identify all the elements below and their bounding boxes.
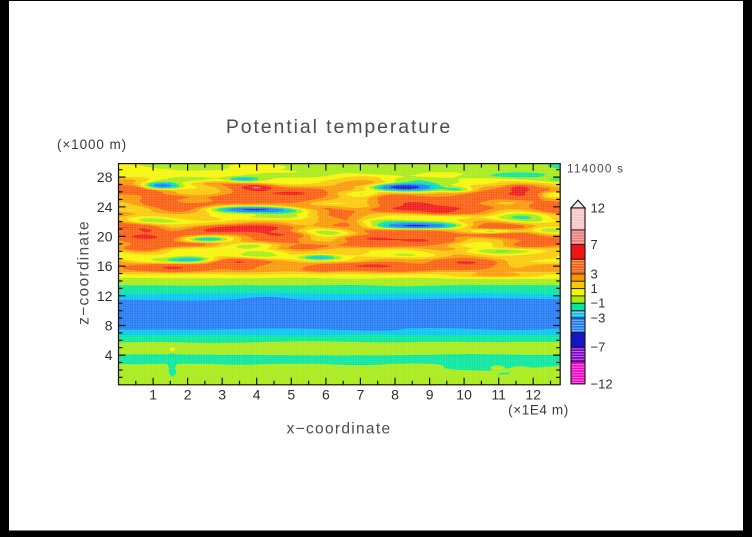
svg-text:3: 3 [218, 387, 226, 403]
svg-text:16: 16 [97, 258, 113, 274]
svg-text:x−coordinate: x−coordinate [287, 421, 392, 438]
svg-text:20: 20 [97, 228, 113, 244]
svg-text:z−coordinate: z−coordinate [76, 220, 93, 325]
svg-text:9: 9 [426, 387, 434, 403]
svg-text:8: 8 [105, 318, 113, 334]
svg-text:10: 10 [456, 387, 472, 403]
svg-text:−7: −7 [591, 340, 606, 355]
svg-text:1: 1 [149, 387, 157, 403]
svg-text:114000 s: 114000 s [567, 162, 624, 176]
svg-text:7: 7 [357, 387, 365, 403]
svg-text:11: 11 [491, 387, 506, 403]
svg-text:−1: −1 [591, 296, 606, 311]
svg-text:2: 2 [184, 387, 192, 403]
svg-text:24: 24 [97, 199, 113, 215]
svg-text:7: 7 [591, 237, 598, 252]
svg-text:12: 12 [97, 288, 113, 304]
svg-text:8: 8 [391, 387, 399, 403]
svg-text:(×1000 m): (×1000 m) [57, 137, 127, 152]
svg-text:(×1E4 m): (×1E4 m) [508, 403, 569, 418]
svg-text:12: 12 [525, 387, 541, 403]
svg-text:6: 6 [322, 387, 330, 403]
svg-text:28: 28 [97, 169, 113, 185]
svg-text:5: 5 [287, 387, 295, 403]
svg-text:4: 4 [253, 387, 261, 403]
svg-text:12: 12 [591, 200, 605, 215]
svg-text:4: 4 [105, 347, 113, 363]
svg-text:1: 1 [591, 281, 598, 296]
svg-text:−12: −12 [591, 376, 613, 391]
svg-text:−3: −3 [591, 310, 606, 325]
svg-text:Potential temperature: Potential temperature [226, 116, 452, 138]
svg-text:3: 3 [591, 266, 598, 281]
